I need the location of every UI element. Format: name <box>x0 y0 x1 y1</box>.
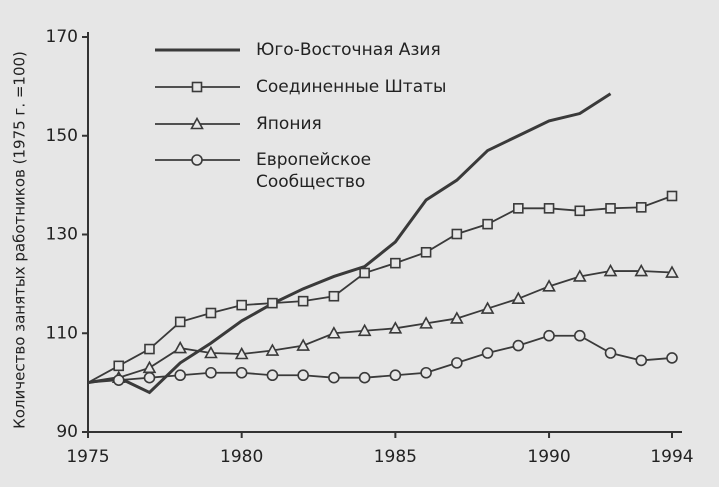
circle-marker <box>112 374 125 386</box>
triangle-marker <box>357 323 372 337</box>
series-line <box>87 270 673 384</box>
square-marker <box>236 299 247 311</box>
legend-marker <box>190 116 204 130</box>
square-marker <box>174 316 186 328</box>
square-marker <box>359 267 370 279</box>
y-tick-label: 110 <box>46 323 78 343</box>
square-marker <box>390 257 401 269</box>
series-line <box>87 195 673 384</box>
circle-marker <box>389 369 402 382</box>
square-marker <box>328 290 340 302</box>
triangle-marker <box>665 265 679 278</box>
x-tick-label: 1990 <box>527 447 570 467</box>
circle-marker <box>174 369 187 382</box>
circle-marker <box>604 347 617 359</box>
y-tick-label: 150 <box>46 126 78 146</box>
triangle-marker <box>603 263 618 277</box>
circle-marker <box>573 329 586 342</box>
triangle-marker <box>480 301 495 314</box>
circle-marker <box>143 371 156 384</box>
x-tick-label: 1975 <box>66 447 109 467</box>
x-tick-label: 1985 <box>374 447 417 467</box>
circle-marker <box>266 369 279 382</box>
square-marker <box>297 295 309 307</box>
triangle-marker <box>327 326 341 339</box>
square-marker <box>574 205 586 217</box>
triangle-marker <box>296 338 311 351</box>
triangle-marker <box>142 360 157 374</box>
triangle-marker <box>572 269 587 282</box>
triangle-marker <box>173 340 188 354</box>
circle-marker <box>451 357 463 369</box>
circle-marker <box>543 329 555 342</box>
square-marker <box>666 190 678 202</box>
square-marker <box>267 297 278 309</box>
legend-marker <box>191 154 203 166</box>
square-marker <box>144 343 155 355</box>
x-tick-label: 1994 <box>650 447 693 467</box>
circle-marker <box>635 354 648 367</box>
y-tick-label: 90 <box>56 422 78 442</box>
triangle-marker <box>419 316 433 329</box>
triangle-marker <box>204 345 218 359</box>
square-marker <box>205 307 217 319</box>
circle-marker <box>205 366 217 379</box>
triangle-marker <box>234 346 249 360</box>
square-marker <box>513 203 524 214</box>
square-marker <box>451 228 463 240</box>
triangle-marker <box>388 321 403 334</box>
circle-marker <box>420 366 432 379</box>
square-marker <box>113 360 125 372</box>
square-marker <box>605 203 616 214</box>
legend-label: Соединенные Штаты <box>256 77 447 97</box>
square-marker <box>635 202 647 213</box>
y-axis-label: Количество занятых работников (1975 г. =… <box>11 51 29 429</box>
circle-marker <box>512 339 525 352</box>
legend-marker <box>191 81 203 93</box>
circle-marker <box>297 369 309 382</box>
triangle-marker <box>265 343 280 356</box>
legend-label: Европейское Сообщество <box>256 150 372 192</box>
circle-marker <box>481 347 494 359</box>
y-tick-label: 130 <box>46 225 78 245</box>
square-marker <box>543 203 555 214</box>
legend-label: Япония <box>256 114 322 134</box>
square-marker <box>420 246 432 258</box>
circle-marker <box>328 371 340 384</box>
triangle-marker <box>449 311 464 324</box>
y-tick-label: 170 <box>46 27 78 47</box>
triangle-marker <box>511 291 526 304</box>
triangle-marker <box>542 279 556 292</box>
legend-label: Юго-Восточная Азия <box>256 40 441 60</box>
circle-marker <box>358 371 371 384</box>
triangle-marker <box>634 263 649 277</box>
series-line <box>87 92 612 395</box>
circle-marker <box>666 352 678 364</box>
circle-marker <box>235 366 248 379</box>
x-tick-label: 1980 <box>220 447 263 467</box>
square-marker <box>482 218 493 230</box>
